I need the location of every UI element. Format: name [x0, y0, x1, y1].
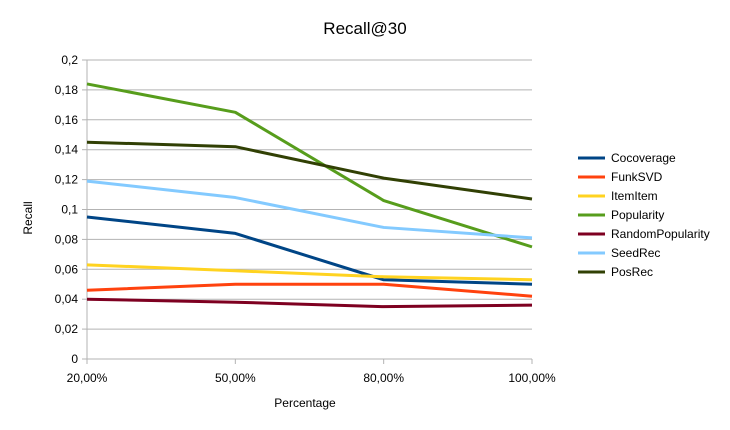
chart-title: Recall@30: [323, 19, 406, 38]
series-line-seedrec: [86, 179, 533, 240]
y-tick-label: 0,08: [55, 232, 79, 246]
series-line-posrec: [86, 140, 533, 201]
y-tick-label: 0,02: [55, 322, 79, 336]
y-tick-labels: 0 0,02 0,04 0,06 0,08 0,1 0,12 0,14 0,16 0,18 0,2: [55, 53, 79, 366]
legend-label: ItemItem: [611, 189, 658, 203]
grid-lines: [82, 59, 532, 360]
series-line-cocoverage: [86, 215, 533, 286]
y-tick-label: 0,04: [55, 292, 79, 306]
y-tick-label: 0,1: [61, 203, 78, 217]
x-tick-labels: 20,00% 50,00% 80,00% 100,00%: [67, 371, 556, 385]
series-line-randompopularity: [86, 297, 533, 309]
y-tick-label: 0,16: [55, 113, 79, 127]
x-tick-label: 20,00%: [67, 371, 108, 385]
series-line-funksvd: [86, 282, 533, 298]
legend-label: Popularity: [611, 208, 664, 222]
x-tick-label: 100,00%: [508, 371, 556, 385]
y-tick-label: 0,2: [61, 53, 78, 67]
y-axis-label: Recall: [21, 201, 35, 234]
legend-label: Cocoverage: [611, 151, 676, 165]
x-tick-label: 50,00%: [215, 371, 256, 385]
y-tick-label: 0,06: [55, 262, 79, 276]
legend-label: PosRec: [611, 265, 653, 279]
y-tick-label: 0,14: [55, 143, 79, 157]
x-tick-label: 80,00%: [363, 371, 404, 385]
series-lines: [86, 82, 533, 309]
legend: Cocoverage FunkSVD ItemItem Popularity Rando…: [578, 151, 710, 279]
series-line-itemitem: [86, 263, 533, 282]
x-axis-label: Percentage: [274, 396, 336, 410]
y-tick-label: 0,12: [55, 173, 79, 187]
legend-label: RandomPopularity: [611, 227, 710, 241]
legend-label: FunkSVD: [611, 170, 663, 184]
legend-label: SeedRec: [611, 246, 660, 260]
axes: [86, 60, 533, 364]
y-tick-label: 0: [71, 352, 78, 366]
series-line-popularity: [86, 82, 533, 249]
y-tick-label: 0,18: [55, 83, 79, 97]
